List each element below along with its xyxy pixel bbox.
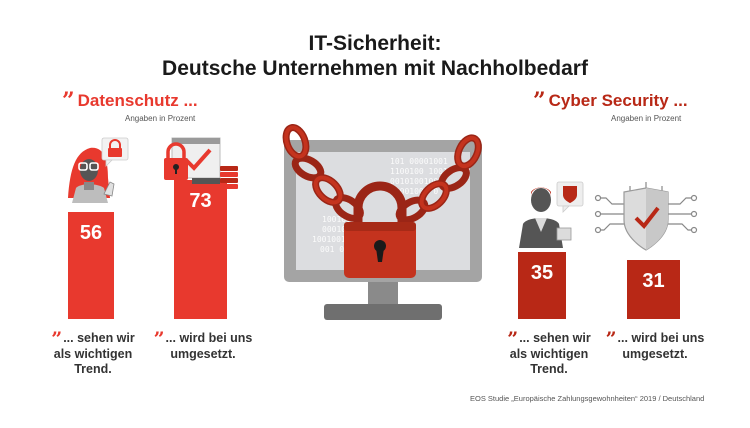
caption-line: Trend. (530, 362, 568, 376)
caption-line: als wichtigen (509, 347, 589, 361)
caption-line: ... sehen wir (519, 331, 591, 345)
svg-text:101 00001001: 101 00001001 (390, 157, 448, 166)
svg-text:001 0101: 001 0101 (320, 245, 359, 254)
caption-cyber-umgesetzt: ”... wird bei uns umgesetzt. (593, 328, 717, 362)
svg-text:10010010 1: 10010010 1 (312, 235, 360, 244)
caption-cyber-trend: ”... sehen wir als wichtigen Trend. (489, 328, 609, 377)
cyber-security-heading-text: Cyber Security ... (548, 91, 688, 110)
person-shield-icon (519, 181, 584, 248)
quote-mark-icon: ” (507, 328, 519, 350)
quote-mark-icon: ” (533, 88, 546, 114)
caption-line: Trend. (74, 362, 112, 376)
bar-cyber-security-1: 35 (518, 252, 566, 319)
datenschutz-unit-label: Angaben in Prozent (125, 114, 196, 123)
svg-text:1100100 1001: 1100100 1001 (390, 167, 448, 176)
svg-text:00101001001: 00101001001 (390, 177, 443, 186)
bar-value-label: 73 (189, 189, 212, 212)
chart-title-line-2: Deutsche Unternehmen mit Nachholbedarf (162, 57, 588, 80)
cyber-security-unit-label: Angaben in Prozent (611, 114, 682, 123)
caption-line: ... wird bei uns (165, 331, 253, 345)
bar-datenschutz-1: 56 (68, 212, 114, 319)
svg-text:01001001 0: 01001001 0 (390, 187, 438, 196)
quote-mark-icon: ” (153, 328, 165, 350)
quote-mark-icon: ” (51, 328, 63, 350)
bar-cyber-security-2: 31 (627, 259, 680, 319)
bar-datenschutz-2: 73 (174, 179, 227, 319)
cyber-security-heading: ” Cyber Security ... (533, 88, 688, 114)
chained-monitor-icon: 101 00001001 1100100 1001 00101001001 01… (282, 124, 482, 320)
caption-line: ... wird bei uns (617, 331, 705, 345)
svg-text:0001001: 0001001 (322, 225, 356, 234)
bar-value-label: 56 (79, 222, 103, 245)
svg-text:10010101: 10010101 (322, 215, 361, 224)
caption-line: umgesetzt. (170, 347, 236, 361)
quote-mark-icon: ” (62, 88, 75, 114)
lock-checkmark-icon (164, 137, 238, 189)
caption-line: umgesetzt. (622, 347, 688, 361)
caption-line: als wichtigen (53, 347, 133, 361)
source-note: EOS Studie „Europäische Zahlungsgewohnhe… (470, 394, 705, 403)
bar-value-label: 35 (530, 262, 554, 285)
chart-title-line-1: IT-Sicherheit: (308, 32, 442, 55)
shield-checkmark-icon (594, 182, 698, 251)
caption-datenschutz-trend: ”... sehen wir als wichtigen Trend. (33, 328, 153, 377)
datenschutz-heading-text: Datenschutz ... (77, 91, 198, 110)
bar-value-label: 31 (642, 269, 665, 292)
caption-datenschutz-umgesetzt: ”... wird bei uns umgesetzt. (141, 328, 265, 362)
quote-mark-icon: ” (605, 328, 617, 350)
person-lock-icon (68, 137, 129, 203)
caption-line: ... sehen wir (63, 331, 135, 345)
datenschutz-heading: ” Datenschutz ... (62, 88, 198, 114)
